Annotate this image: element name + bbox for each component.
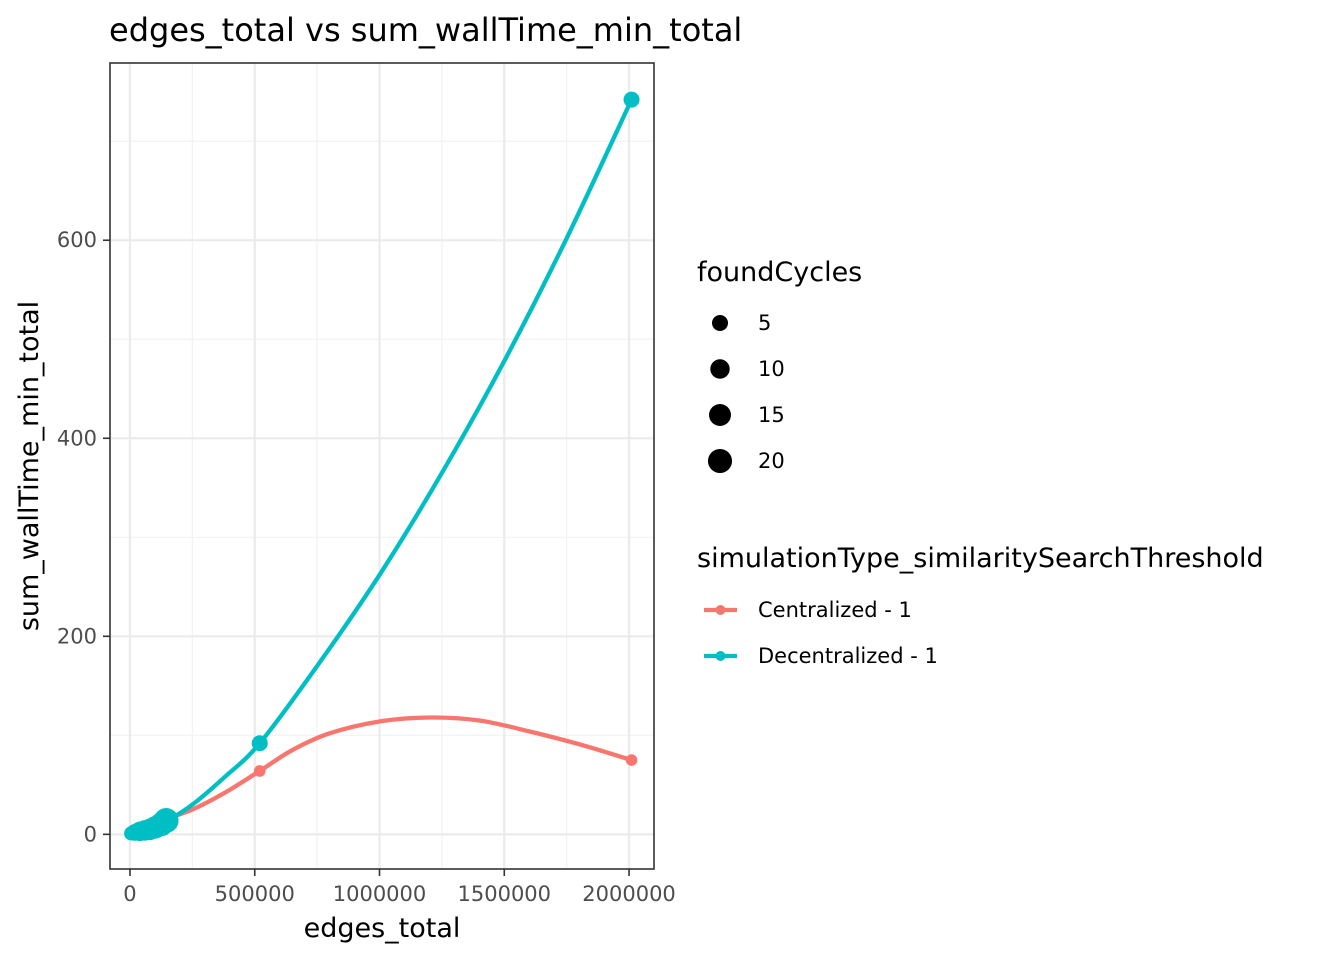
x-axis-title: edges_total <box>304 913 461 944</box>
legend-color-title: simulationType_similaritySearchThreshold <box>697 543 1264 574</box>
legend-size-key <box>707 448 733 474</box>
legend-color-key-dot <box>715 605 726 615</box>
x-tick-label: 0 <box>123 882 136 906</box>
legend-size-label: 5 <box>758 311 771 335</box>
grid-minor <box>110 63 654 869</box>
legend-color-label: Decentralized - 1 <box>758 644 938 668</box>
legend-size-label: 15 <box>758 403 785 427</box>
legend-simulation-type: simulationType_similaritySearchThreshold… <box>697 543 1264 668</box>
legend-found-cycles: foundCycles 5 10 15 20 <box>697 257 862 474</box>
x-tick-label: 2000000 <box>582 882 676 906</box>
x-tick-label: 1500000 <box>458 882 552 906</box>
plot-panel-background <box>110 63 654 869</box>
legend-size-key <box>710 359 730 379</box>
y-axis-title: sum_wallTime_min_total <box>14 301 45 631</box>
legend-color-label: Centralized - 1 <box>758 598 912 622</box>
data-point-decentralized-1 <box>251 735 268 752</box>
legend-color-key-dot <box>715 651 726 661</box>
y-tick-label: 0 <box>84 822 97 846</box>
series-points <box>124 91 640 842</box>
y-tick-label: 200 <box>57 624 97 648</box>
data-point-centralized-1 <box>253 765 266 777</box>
legend-size-key <box>711 314 729 332</box>
x-tick-label: 1000000 <box>333 882 427 906</box>
chart-title: edges_total vs sum_wallTime_min_total <box>109 11 742 49</box>
legend-size-title: foundCycles <box>697 257 862 288</box>
x-tick-label: 500000 <box>215 882 295 906</box>
plot-panel-border <box>109 62 655 870</box>
y-tick-label: 600 <box>57 228 97 252</box>
data-point-decentralized-1 <box>623 91 640 108</box>
data-point-centralized-1 <box>625 754 638 766</box>
legend-size-label: 20 <box>758 449 785 473</box>
legend-size-key <box>709 404 731 426</box>
data-point-decentralized-1 <box>153 808 179 833</box>
grid-major <box>110 63 654 869</box>
legend-size-label: 10 <box>758 357 785 381</box>
y-axis: 0 200 400 600 <box>57 228 110 846</box>
y-tick-label: 400 <box>57 426 97 450</box>
x-axis: 0 500000 1000000 1500000 2000000 <box>123 869 676 906</box>
